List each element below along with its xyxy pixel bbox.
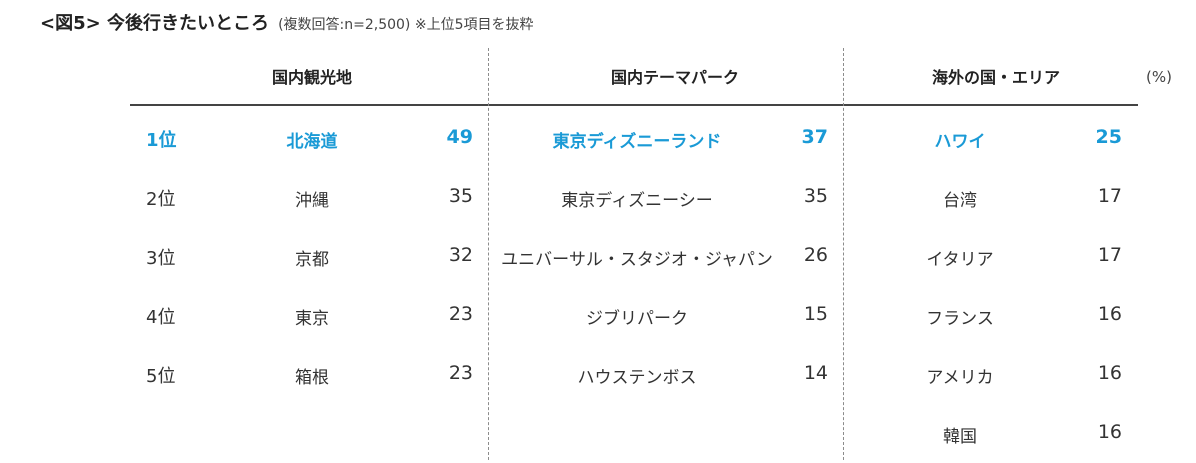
figure-title-main: <図5> 今後行きたいところ	[40, 13, 269, 34]
item-name: 東京ディズニーランド	[552, 132, 722, 152]
item-name: ハウステンボス	[577, 368, 697, 388]
item-name: 北海道	[286, 132, 338, 152]
item-name: 箱根	[295, 368, 329, 388]
item-name: ジブリパーク	[586, 309, 688, 329]
item-value: 16	[1097, 303, 1122, 325]
item-value: 17	[1097, 185, 1122, 207]
unit-label: (%)	[1146, 68, 1172, 86]
item-value: 49	[446, 126, 473, 148]
item-value: 32	[448, 244, 473, 266]
item-value: 16	[1097, 421, 1122, 443]
column-divider-1	[488, 48, 489, 460]
item-value: 16	[1097, 362, 1122, 384]
column-header-overseas: 海外の国・エリア	[931, 68, 1061, 87]
column-divider-2	[843, 48, 844, 460]
item-value: 26	[803, 244, 828, 266]
figure-title: <図5> 今後行きたいところ (複数回答:n=2,500) ※上位5項目を抜粋	[40, 9, 533, 35]
rank-label: 5位	[146, 366, 176, 387]
item-name: 東京ディズニーシー	[561, 191, 713, 211]
item-name: 台湾	[943, 191, 977, 211]
item-value: 23	[448, 303, 473, 325]
item-name: ユニバーサル・スタジオ・ジャパン	[501, 250, 773, 270]
item-name: 沖縄	[295, 191, 329, 211]
item-name: フランス	[926, 309, 994, 329]
item-value: 35	[803, 185, 828, 207]
item-value: 23	[448, 362, 473, 384]
rank-label: 4位	[146, 307, 176, 328]
item-name: 東京	[295, 309, 329, 329]
header-divider	[130, 104, 1138, 106]
item-name: 韓国	[943, 427, 977, 447]
rank-label: 3位	[146, 248, 176, 269]
item-name: アメリカ	[926, 368, 994, 388]
item-name: 京都	[295, 250, 329, 270]
item-name: イタリア	[926, 250, 994, 270]
rank-label: 1位	[146, 130, 177, 151]
item-name: ハワイ	[934, 132, 986, 152]
item-value: 14	[803, 362, 828, 384]
rank-label: 2位	[146, 189, 176, 210]
item-value: 37	[801, 126, 828, 148]
item-value: 25	[1095, 126, 1122, 148]
column-header-domestic-sightseeing: 国内観光地	[271, 68, 353, 87]
column-header-domestic-theme-park: 国内テーマパーク	[610, 68, 740, 87]
item-value: 15	[803, 303, 828, 325]
figure-title-sub: (複数回答:n=2,500) ※上位5項目を抜粋	[278, 17, 534, 33]
item-value: 35	[448, 185, 473, 207]
item-value: 17	[1097, 244, 1122, 266]
